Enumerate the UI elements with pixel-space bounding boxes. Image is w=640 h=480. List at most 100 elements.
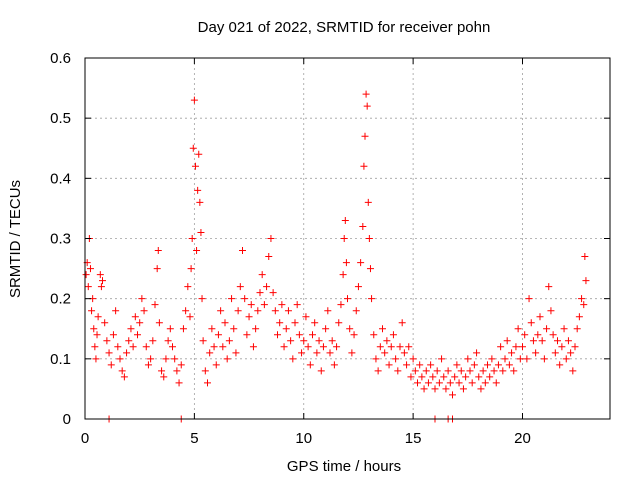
- data-point: [140, 307, 148, 315]
- data-point: [342, 259, 350, 267]
- data-point: [258, 271, 266, 279]
- data-point: [293, 301, 301, 309]
- data-point: [228, 295, 236, 303]
- data-point: [422, 367, 430, 375]
- data-point: [306, 361, 314, 369]
- data-point: [274, 331, 281, 339]
- data-point: [418, 373, 426, 381]
- data-point: [265, 253, 273, 261]
- data-point: [116, 355, 124, 363]
- x-tick-label: 20: [514, 430, 531, 447]
- data-point: [199, 337, 207, 345]
- data-point: [335, 319, 343, 327]
- data-point: [160, 373, 168, 381]
- data-point: [173, 367, 181, 375]
- data-point: [136, 319, 144, 327]
- data-point: [370, 331, 378, 339]
- data-point: [449, 391, 456, 399]
- data-point: [188, 235, 196, 242]
- data-point: [193, 247, 201, 255]
- data-point: [309, 331, 316, 339]
- data-point: [379, 325, 386, 333]
- data-point: [93, 331, 101, 339]
- data-point: [94, 313, 102, 321]
- data-point: [151, 301, 159, 309]
- data-point: [433, 367, 441, 375]
- data-point: [105, 349, 113, 357]
- data-point: [400, 349, 408, 357]
- data-point: [96, 271, 104, 279]
- data-point: [372, 355, 380, 363]
- data-point: [197, 228, 205, 236]
- data-point: [182, 307, 190, 315]
- data-point: [389, 331, 397, 339]
- data-point: [409, 355, 417, 363]
- data-point: [359, 222, 367, 230]
- data-point: [88, 307, 96, 315]
- data-point: [481, 379, 489, 387]
- data-point: [488, 355, 496, 363]
- data-point: [381, 349, 389, 357]
- data-point: [134, 331, 141, 339]
- data-point: [462, 373, 470, 381]
- data-point: [534, 331, 542, 339]
- data-point: [360, 162, 368, 170]
- data-point: [383, 337, 391, 345]
- data-points: [82, 90, 590, 423]
- data-point: [514, 325, 522, 333]
- data-point: [267, 235, 275, 242]
- data-point: [289, 355, 297, 363]
- x-tick-label: 0: [81, 430, 89, 447]
- data-point: [186, 313, 194, 321]
- data-point: [127, 325, 135, 333]
- data-point: [194, 186, 202, 194]
- data-point: [344, 295, 351, 303]
- data-point: [189, 144, 197, 152]
- data-point: [82, 271, 90, 279]
- data-point: [529, 337, 537, 345]
- data-point: [403, 361, 411, 369]
- data-point: [497, 343, 505, 351]
- data-point: [114, 343, 122, 351]
- data-point: [330, 361, 338, 369]
- data-point: [512, 343, 520, 351]
- data-point: [142, 343, 150, 351]
- data-point: [374, 367, 382, 375]
- data-point: [376, 343, 384, 351]
- data-point: [247, 301, 255, 309]
- data-point: [252, 325, 260, 333]
- data-point: [407, 373, 415, 381]
- x-tick-label: 15: [405, 430, 422, 447]
- data-point: [466, 367, 474, 375]
- data-point: [324, 307, 332, 315]
- data-point: [581, 253, 589, 261]
- data-point: [398, 319, 406, 327]
- data-point: [223, 355, 231, 363]
- data-point: [424, 379, 432, 387]
- data-point: [118, 367, 126, 375]
- data-point: [129, 343, 137, 351]
- data-point: [219, 343, 227, 351]
- data-point: [470, 361, 478, 369]
- data-point: [158, 367, 166, 375]
- data-point: [562, 355, 570, 363]
- data-point: [210, 343, 218, 351]
- data-point: [326, 349, 334, 357]
- data-point: [368, 295, 376, 303]
- data-point: [269, 289, 277, 297]
- data-point: [363, 102, 371, 110]
- data-point: [241, 295, 249, 303]
- data-point: [547, 307, 555, 315]
- data-point: [492, 379, 500, 387]
- data-point: [107, 361, 115, 369]
- y-tick-label: 0: [63, 411, 71, 428]
- data-point: [304, 343, 312, 351]
- data-point: [166, 325, 174, 333]
- data-point: [549, 331, 557, 339]
- data-point: [138, 295, 146, 303]
- data-point: [187, 265, 195, 273]
- data-point: [90, 325, 98, 333]
- data-point: [236, 283, 244, 291]
- data-point: [155, 319, 163, 327]
- data-point: [538, 337, 546, 345]
